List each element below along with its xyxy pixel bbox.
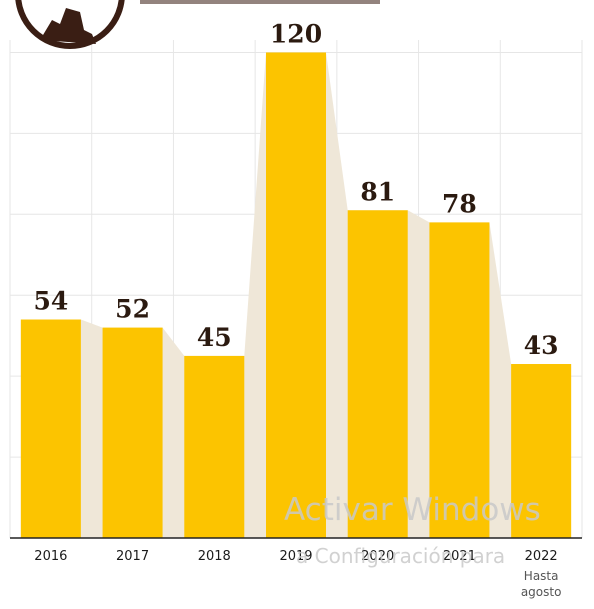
- value-label-2021: 78: [442, 189, 477, 218]
- watermark-line-1: Activar Windows: [284, 492, 541, 528]
- value-label-2019: 120: [270, 19, 322, 48]
- bar-2022: [511, 364, 572, 538]
- tick-label-2021: 2021: [443, 549, 476, 564]
- watermark-line-2: a Configuración para: [296, 544, 505, 568]
- bar-2017: [102, 327, 163, 538]
- tick-label-2019: 2019: [279, 549, 312, 564]
- tick-label-2020: 2020: [361, 549, 394, 564]
- silhouette-logo-icon: [15, 0, 125, 49]
- bar-layer: [20, 52, 572, 538]
- bar-2016: [20, 319, 81, 538]
- bar-2019: [266, 52, 326, 538]
- value-label-2020: 81: [360, 177, 395, 206]
- bar-2021: [429, 222, 490, 538]
- bar-2020: [347, 210, 408, 538]
- value-label-2017: 52: [115, 295, 150, 324]
- value-label-layer: 54 52 45 120 81 78 43: [33, 19, 558, 360]
- tick-label-layer: 2016 2017 2018 2019 2020 2021 2022 Hasta agosto: [34, 549, 561, 599]
- value-label-2022: 43: [524, 331, 559, 360]
- category-note-2022: Hasta: [524, 569, 559, 583]
- category-note-2022: agosto: [521, 585, 562, 599]
- tick-label-2016: 2016: [34, 549, 67, 564]
- tick-label-2017: 2017: [116, 549, 149, 564]
- tick-label-2022: 2022: [525, 549, 558, 564]
- tick-label-2018: 2018: [198, 549, 231, 564]
- value-label-2018: 45: [197, 323, 232, 352]
- bar-2018: [184, 355, 245, 538]
- value-label-2016: 54: [33, 287, 68, 316]
- cropped-header-strip: [140, 0, 380, 4]
